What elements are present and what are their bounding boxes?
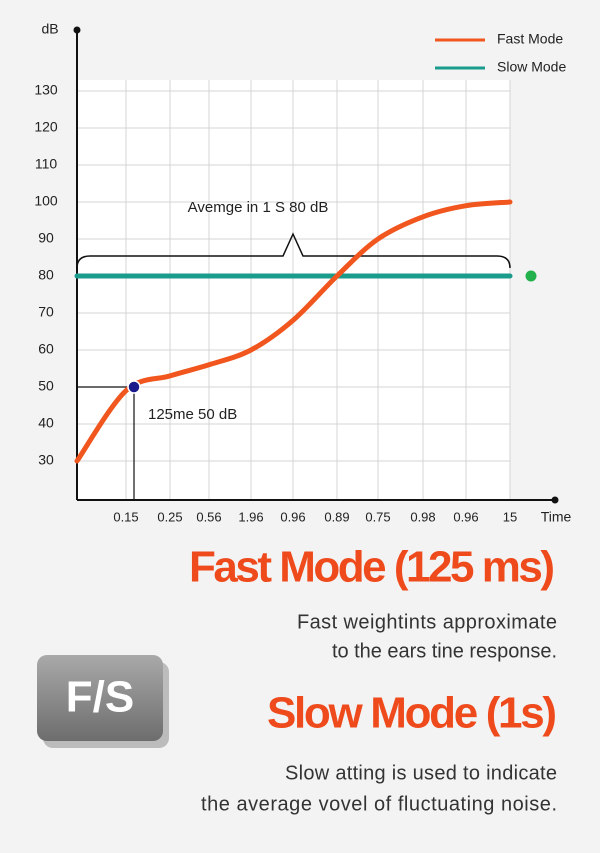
y-tick-label: 50: [38, 378, 54, 394]
x-tick-label: 0.15: [113, 509, 138, 524]
y-tick-label: 80: [38, 267, 54, 283]
x-tick-label: 15: [503, 509, 517, 524]
annotation: 125me 50 dB: [148, 406, 237, 423]
section-title: Slow Mode (1s): [267, 689, 557, 738]
x-tick-label: 1.96: [238, 509, 263, 524]
axis-arrow: [551, 496, 559, 504]
y-tick-label: 120: [34, 119, 58, 135]
x-tick-label: 0.75: [365, 509, 390, 524]
x-tick-label: 0.25: [157, 509, 182, 524]
y-tick-label: 70: [38, 304, 54, 320]
annotation: Avemge in 1 S 80 dB: [188, 199, 329, 216]
section-title: Fast Mode (125 ms): [189, 543, 555, 592]
brace: [76, 232, 511, 269]
y-tick-label: 100: [34, 193, 58, 209]
x-tick-label: 0.96: [280, 509, 305, 524]
legend-label: Slow Mode: [497, 59, 566, 75]
y-tick-label: 40: [38, 415, 54, 431]
section-text: Slow atting is used to indicate: [285, 762, 557, 784]
y-tick-label: 130: [34, 82, 58, 98]
section-text: the average vovel of fluctuating noise.: [201, 793, 557, 815]
series-line: [74, 199, 513, 464]
x-axis-label: Time: [541, 509, 572, 525]
y-tick-label: 30: [38, 452, 54, 468]
legend-label: Fast Mode: [497, 31, 563, 47]
y-tick-label: 60: [38, 341, 54, 357]
axis-arrow: [73, 26, 81, 34]
marker: [127, 380, 141, 394]
chart: 30 40 50 60 70 80 90 100 110 120 130 0.15 0.25 0.56 1.…: [34, 21, 571, 525]
x-tick-label: 0.98: [410, 509, 435, 524]
marker: [525, 270, 537, 282]
x-tick-label: 0.56: [196, 509, 221, 524]
y-tick-label: 110: [35, 156, 58, 172]
fs-button[interactable]: F/S: [37, 655, 169, 748]
x-tick-label: 0.89: [324, 509, 349, 524]
button-face[interactable]: [37, 655, 163, 741]
y-tick-label: 90: [38, 230, 54, 246]
section-text: Fast weightints approximate: [297, 611, 557, 633]
button-label[interactable]: F/S: [66, 673, 134, 722]
y-axis-label: dB: [41, 21, 58, 37]
x-tick-label: 0.96: [453, 509, 478, 524]
section-text: to the ears tine response.: [332, 640, 557, 662]
